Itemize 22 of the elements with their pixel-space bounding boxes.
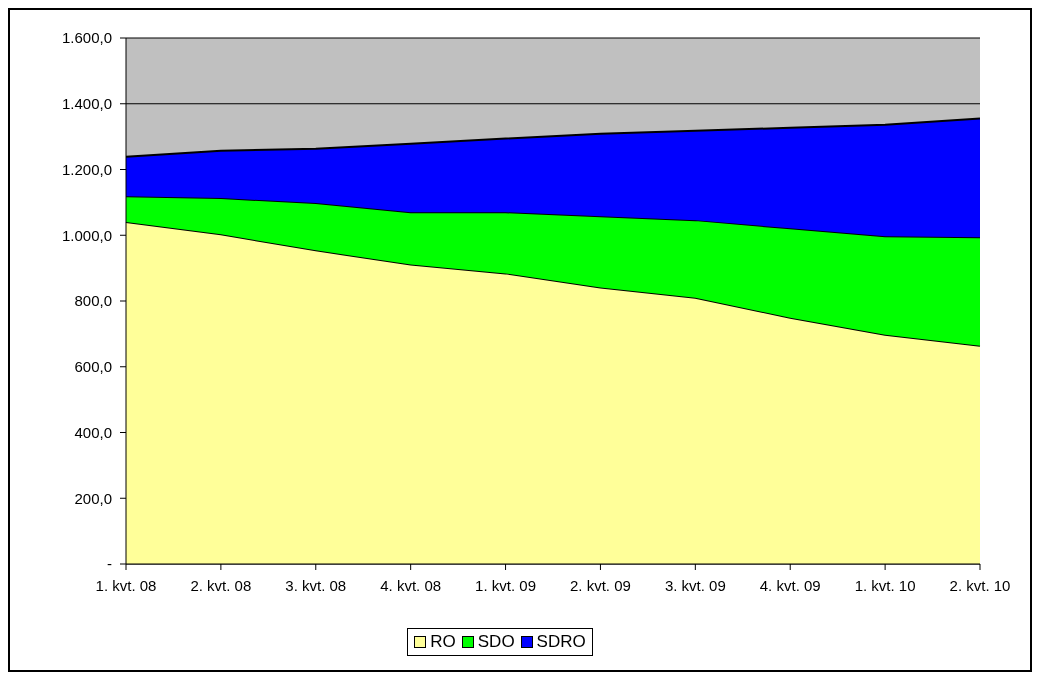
y-tick-label: 600,0 xyxy=(74,358,112,376)
x-tick-label: 4. kvt. 08 xyxy=(380,576,442,594)
legend-label: SDRO xyxy=(536,632,586,652)
x-tick-label: 1. kvt. 10 xyxy=(854,576,916,594)
x-tick-label: 3. kvt. 08 xyxy=(285,576,347,594)
x-tick-label: 2. kvt. 08 xyxy=(190,576,252,594)
y-tick-label: 800,0 xyxy=(74,292,112,310)
x-tick-label: 3. kvt. 09 xyxy=(664,576,726,594)
y-tick-label: 1.400,0 xyxy=(61,95,112,113)
y-tick-label: - xyxy=(107,555,112,573)
x-tick-label: 2. kvt. 09 xyxy=(570,576,631,594)
x-tick-label: 1. kvt. 08 xyxy=(95,576,157,594)
y-tick-label: 200,0 xyxy=(74,489,112,507)
y-tick-label: 1.000,0 xyxy=(61,226,112,244)
x-tick-label: 4. kvt. 09 xyxy=(759,576,821,594)
legend-label: SDO xyxy=(477,632,515,652)
x-tick-label: 1. kvt. 09 xyxy=(475,576,536,594)
legend-label: RO xyxy=(430,632,456,652)
y-tick-label: 1.200,0 xyxy=(61,160,112,178)
x-tick-label: 2. kvt. 10 xyxy=(949,576,1011,594)
y-tick-label: 400,0 xyxy=(74,423,112,441)
y-tick-label: 1.600,0 xyxy=(61,29,112,47)
